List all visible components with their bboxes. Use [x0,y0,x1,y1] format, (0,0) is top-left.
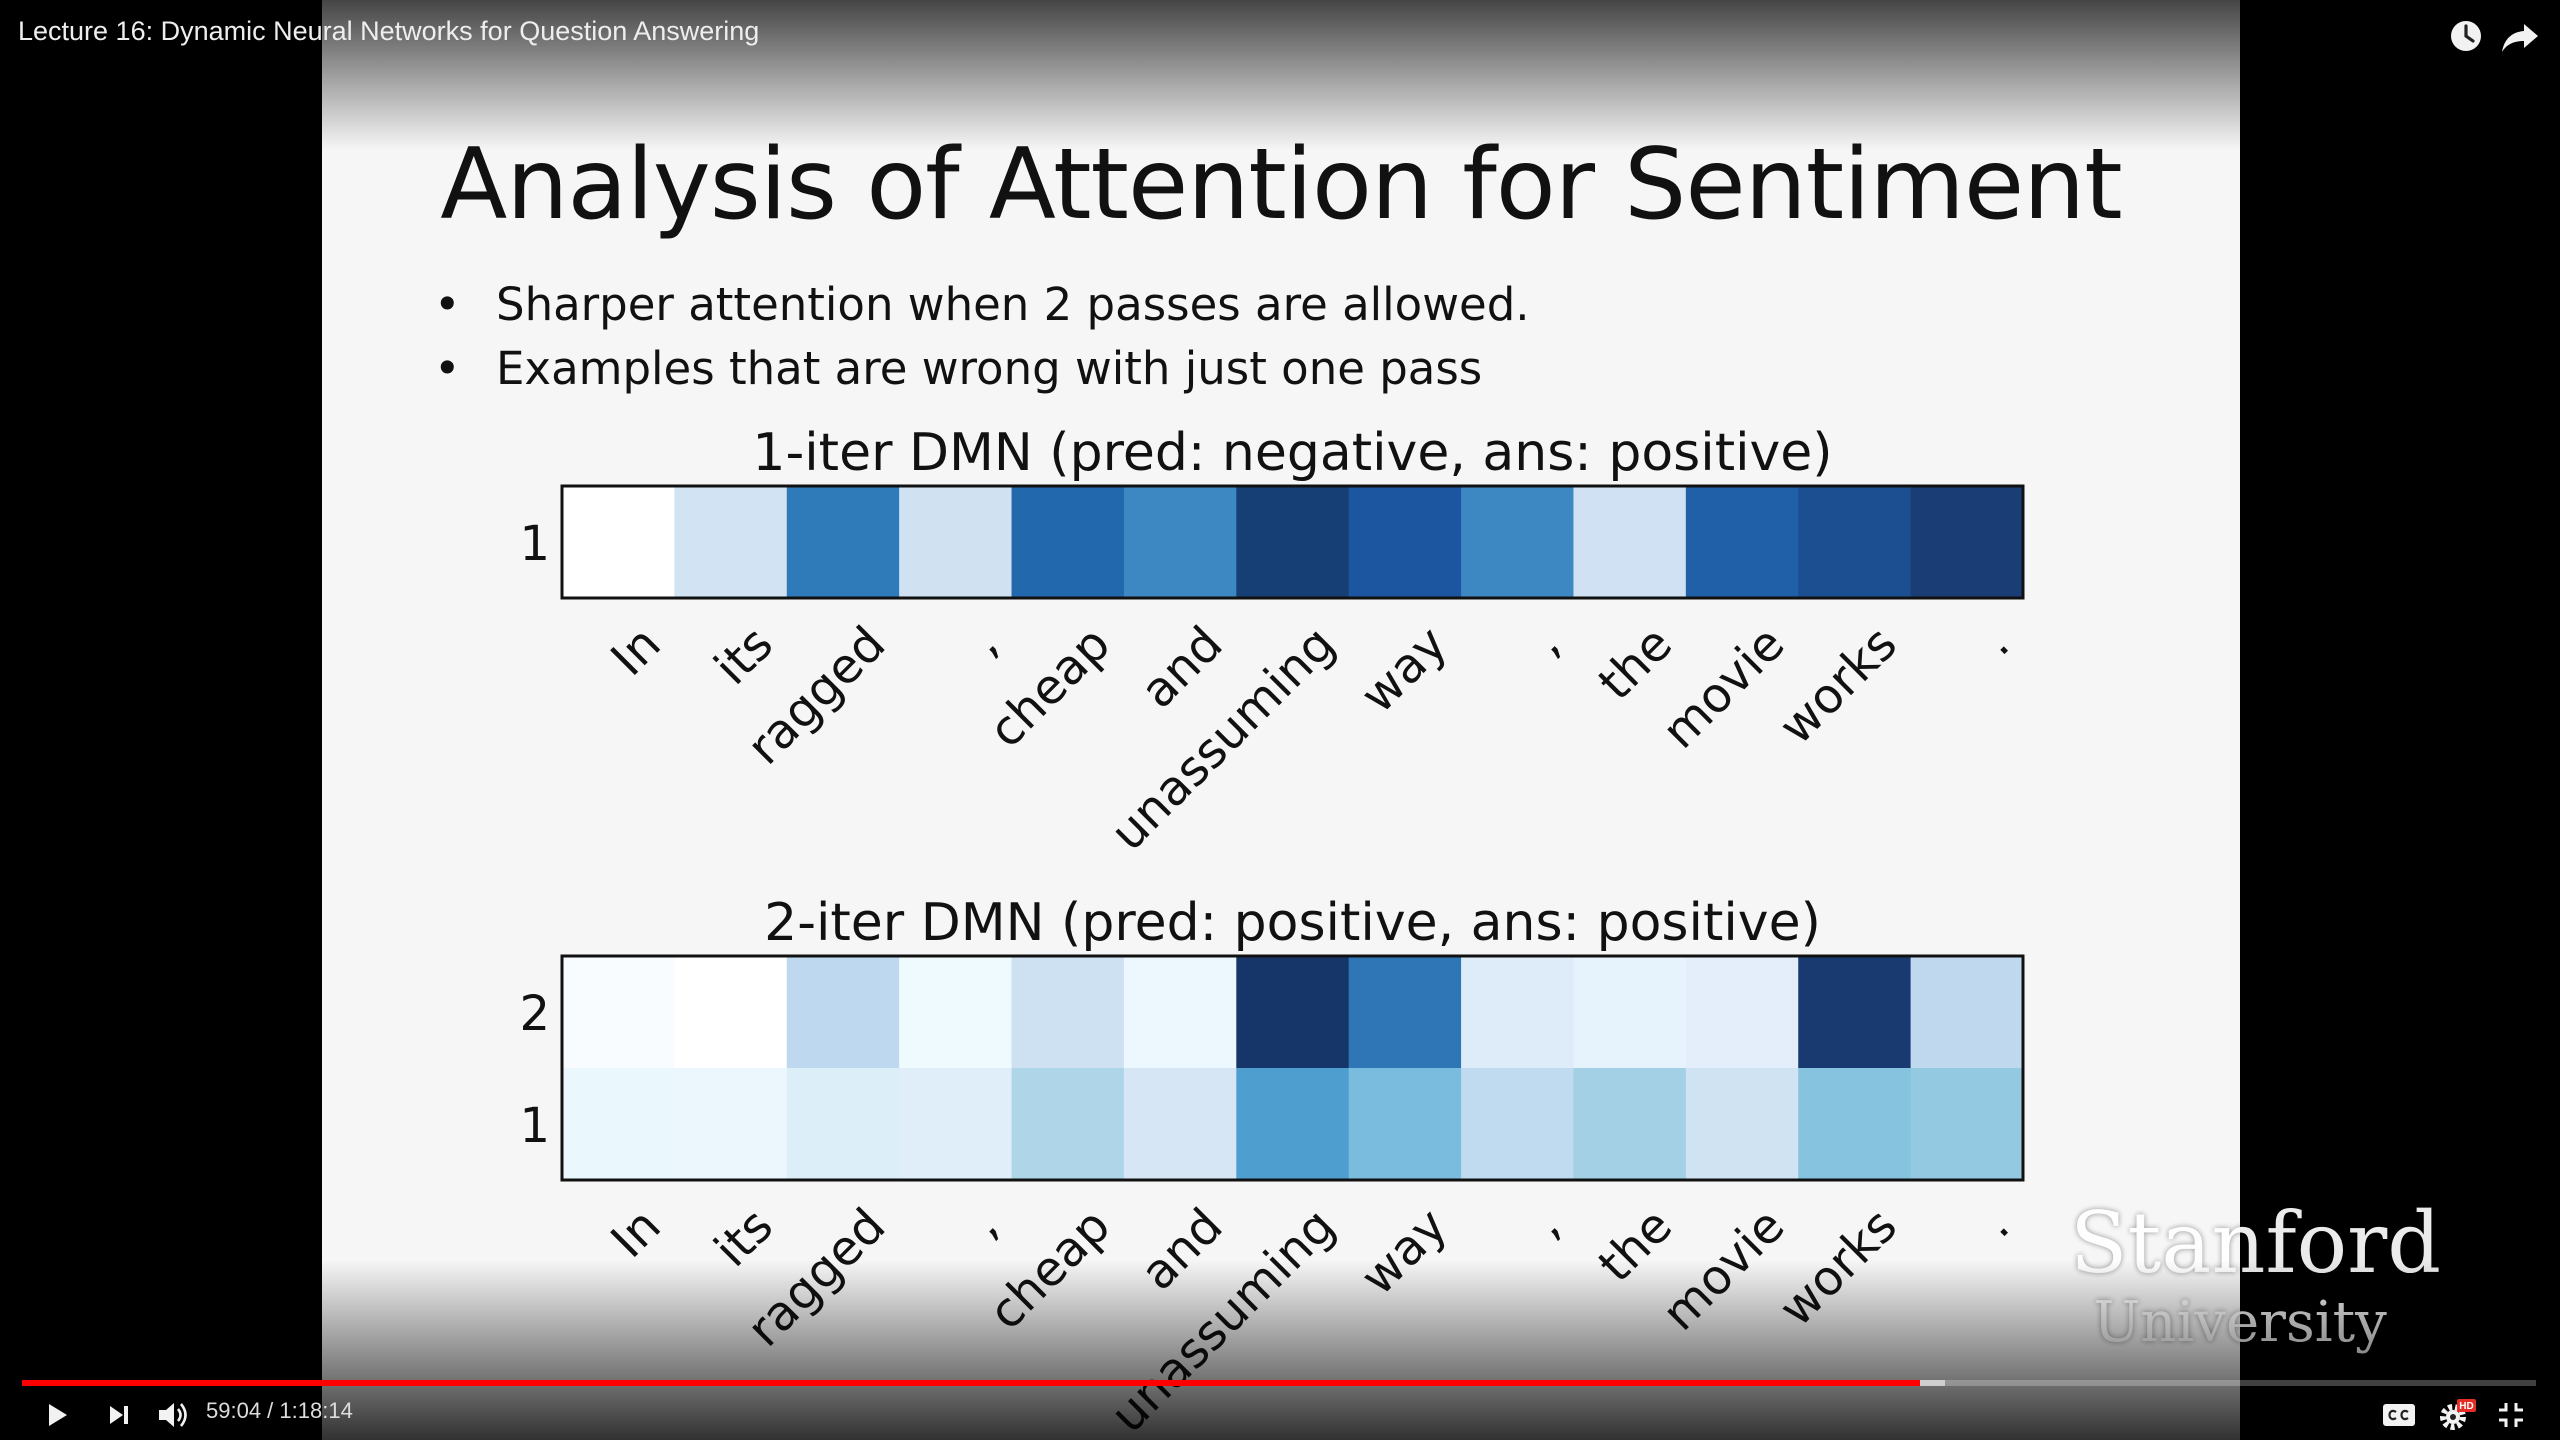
heatmap-cell [899,486,1013,598]
heatmap-cell [786,956,900,1068]
column-label: . [1970,616,2020,666]
column-label: , [1520,616,1570,666]
duration: 1:18:14 [279,1398,353,1423]
stanford-logo: Stanford University [2070,1194,2442,1355]
heatmap-cell [1236,1068,1350,1180]
share-arrow-icon[interactable] [2498,14,2542,58]
heatmap-cell [786,486,900,598]
control-bar: HD [0,1390,2560,1440]
heatmap-cell [1348,486,1462,598]
heatmap-title: 2-iter DMN (pred: positive, ans: positiv… [764,893,1821,953]
settings-button[interactable]: HD [2428,1390,2486,1440]
heatmap-cell [1910,1068,2024,1180]
heatmap-cell [1011,956,1125,1068]
heatmap-cell [1685,1068,1799,1180]
heatmap-cell [1910,486,2024,598]
heatmap-cell [786,1068,900,1180]
hd-badge: HD [2459,1401,2473,1412]
column-label: way [1350,1198,1458,1306]
heatmap-cell [1461,956,1575,1068]
heatmap-cell [1011,486,1125,598]
play-button[interactable] [32,1390,82,1440]
clock-icon[interactable] [2444,14,2488,58]
heatmap-cell [562,486,675,598]
heatmap-cell [1573,1068,1687,1180]
gear-icon: HD [2440,1399,2476,1430]
heatmap-cell [899,956,1013,1068]
heatmap-cell [899,1068,1013,1180]
volume-button[interactable] [150,1390,198,1440]
column-label: the [1588,616,1683,711]
progress-played [22,1380,1920,1386]
heatmap-cell [1123,486,1237,598]
heatmap-cell [674,956,788,1068]
next-button[interactable] [96,1390,142,1440]
play-icon [49,1404,67,1426]
heatmap-cell [562,956,675,1068]
column-label: . [1970,1198,2020,1248]
column-label: the [1588,1198,1683,1293]
heatmap-cell [674,486,788,598]
heatmap-cell [1798,486,1912,598]
heatmap-cell [1685,486,1799,598]
column-label: cheap [978,616,1121,759]
column-label: In [600,1198,671,1269]
heatmap-cell [1573,486,1687,598]
heatmap-cell [1798,956,1912,1068]
heatmap-cell [1348,1068,1462,1180]
row-label: 1 [519,516,550,572]
cc-icon [2383,1404,2415,1426]
progress-bar[interactable] [22,1380,2536,1386]
column-label: way [1350,616,1458,724]
heatmap-cell [1798,1068,1912,1180]
heatmap-cell [1236,956,1350,1068]
column-label: , [1520,1198,1570,1248]
heatmap-title: 1-iter DMN (pred: negative, ans: positiv… [752,423,1832,483]
slide-bullet: Sharper attention when 2 passes are allo… [434,278,1530,331]
heatmap-cell [1910,956,2024,1068]
lecture-slide: Analysis of Attention for Sentiment Shar… [322,0,2240,1440]
heatmap-cell [1573,956,1687,1068]
column-label: In [600,616,671,687]
column-label: its [704,616,784,696]
video-title[interactable]: Lecture 16: Dynamic Neural Networks for … [18,16,760,46]
heatmap-cell [674,1068,788,1180]
heatmap-cell [1461,486,1575,598]
next-icon [110,1406,128,1424]
heatmap-cell [1348,956,1462,1068]
exit-fullscreen-button[interactable] [2486,1390,2536,1440]
column-label: works [1768,616,1907,755]
captions-button[interactable] [2374,1390,2424,1440]
heatmap-cell [1011,1068,1125,1180]
column-label: cheap [978,1198,1121,1341]
column-label: , [958,1198,1008,1248]
heatmap-frame [560,484,2025,600]
heatmap-cell [1123,956,1237,1068]
heatmap-cell [1123,1068,1237,1180]
heatmap-cell [1461,1068,1575,1180]
time-separator: / [261,1398,280,1423]
logo-university-text: University [2093,1290,2387,1355]
logo-stanford-text: Stanford [2070,1194,2442,1292]
slide-bullet: Examples that are wrong with just one pa… [434,342,1482,395]
exit-fullscreen-icon [2499,1403,2523,1427]
heatmap-cell [1236,486,1350,598]
column-label: movie [1652,616,1796,760]
row-label: 2 [519,986,550,1042]
column-label: its [704,1198,784,1278]
attention-heatmaps: 1-iter DMN (pred: negative, ans: positiv… [519,423,2025,1440]
column-label: movie [1652,1198,1796,1342]
column-label: , [958,616,1008,666]
heatmap-cell [1685,956,1799,1068]
current-time: 59:04 [206,1398,262,1423]
row-label: 1 [519,1098,550,1154]
volume-icon [159,1403,187,1427]
time-display: 59:04 / 1:18:14 [206,1398,353,1424]
heatmap-frame [560,954,2025,1182]
heatmap-cell [562,1068,675,1180]
column-label: works [1768,1198,1907,1337]
